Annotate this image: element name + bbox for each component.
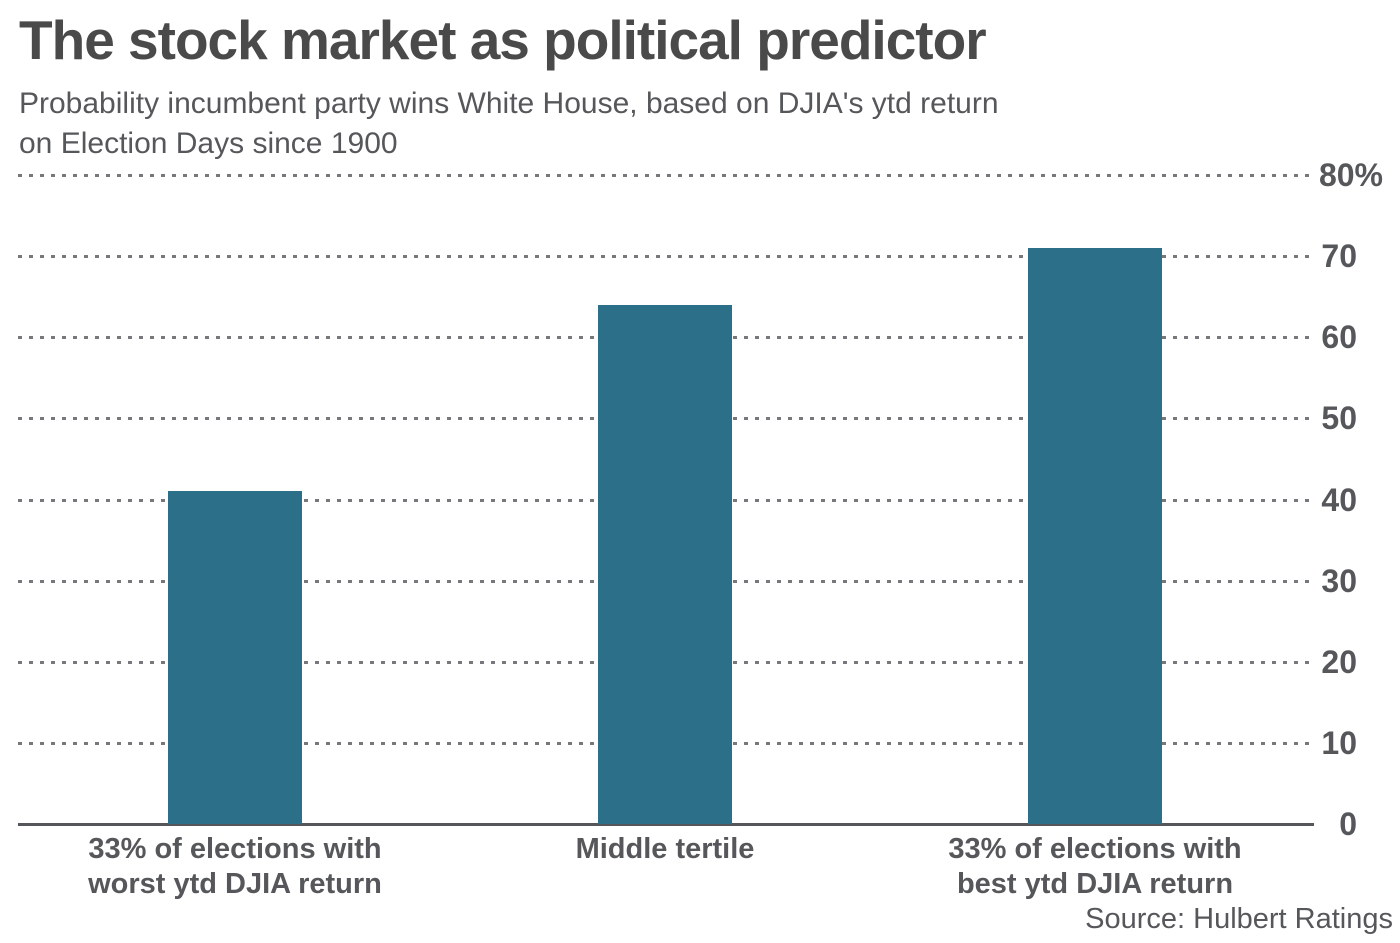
y-tick-label-0: 0 xyxy=(1339,806,1357,842)
gridline-70 xyxy=(18,255,1311,259)
y-tick-label-50: 50 xyxy=(1321,400,1357,437)
bar-1 xyxy=(168,491,302,824)
source-label: Source: Hulbert Ratings xyxy=(1085,903,1393,935)
x-category-label-line: worst ytd DJIA return xyxy=(88,868,382,900)
x-category-label-line: 33% of elections with xyxy=(88,833,382,865)
y-tick-label-40: 40 xyxy=(1321,481,1357,518)
bar-3 xyxy=(1028,248,1162,824)
chart-subtitle-line-1: Probability incumbent party wins White H… xyxy=(19,87,999,120)
chart-subtitle: Probability incumbent party wins White H… xyxy=(19,84,999,164)
x-category-label-2: Middle tertile xyxy=(445,832,885,867)
chart-subtitle-line-2: on Election Days since 1900 xyxy=(19,127,398,160)
x-category-label-line: best ytd DJIA return xyxy=(956,868,1234,900)
y-tick-label-30: 30 xyxy=(1321,562,1357,599)
y-tick-label-70: 70 xyxy=(1321,238,1357,275)
y-tick-label-80: 80% xyxy=(1318,157,1383,193)
x-axis-line xyxy=(18,823,1314,826)
y-tick-label-20: 20 xyxy=(1321,643,1357,680)
chart-title: The stock market as political predictor xyxy=(19,9,987,71)
x-category-label-line: 33% of elections with xyxy=(948,833,1242,865)
gridline-80 xyxy=(18,174,1311,177)
y-tick-label-10: 10 xyxy=(1321,724,1357,761)
x-category-label-3: 33% of elections with best ytd DJIA retur… xyxy=(875,832,1315,902)
x-category-label-1: 33% of elections with worst ytd DJIA retu… xyxy=(15,832,455,902)
x-category-label-line: Middle tertile xyxy=(575,833,755,865)
bar-2 xyxy=(598,304,732,824)
y-tick-label-60: 60 xyxy=(1321,319,1357,356)
